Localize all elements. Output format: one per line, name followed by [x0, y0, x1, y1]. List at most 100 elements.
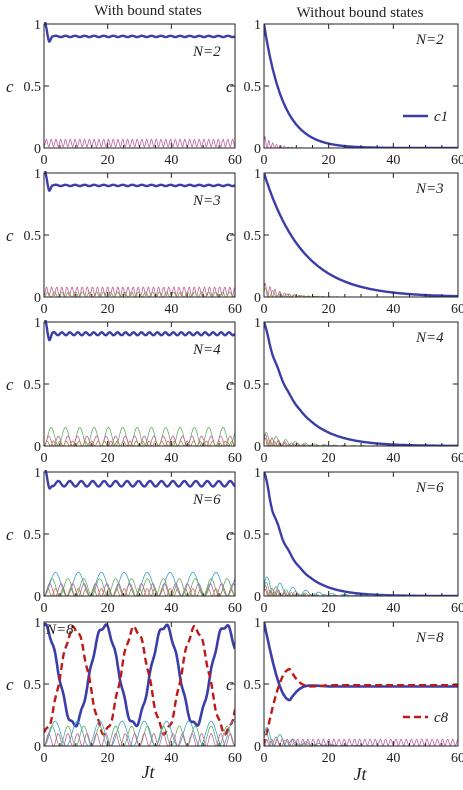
series-c1-line — [44, 622, 235, 728]
panel-frame — [43, 321, 236, 447]
x-tick-label: 0 — [261, 451, 268, 466]
plot-area — [44, 22, 235, 148]
x-tick-label: 0 — [41, 302, 48, 317]
panel-label: N=2 — [415, 32, 444, 48]
series-c8-line — [44, 624, 235, 736]
y-tick-label: 1 — [34, 316, 41, 331]
y-axis-label: c — [6, 675, 14, 694]
y-tick-label: 0 — [254, 740, 261, 755]
x-tick-label: 0 — [261, 601, 268, 616]
x-tick-label: 60 — [228, 751, 242, 766]
y-tick-label: 1 — [254, 466, 261, 481]
y-tick-label: 0 — [254, 142, 261, 157]
y-tick-label: 0 — [34, 440, 41, 455]
x-tick-label: 40 — [164, 601, 178, 616]
panel-frame — [43, 172, 236, 298]
series-other-line — [44, 286, 235, 297]
series-other-line — [264, 738, 458, 746]
y-tick-label: 0 — [254, 440, 261, 455]
panel-label: N=6 — [415, 480, 444, 496]
series-other-line — [44, 435, 235, 446]
x-tick-label: 0 — [261, 153, 268, 168]
y-axis-label: c — [226, 375, 234, 394]
series-c1-line — [44, 320, 235, 342]
panel-without-5: 0 20 40 60 0 0.5 1 c N=8 c8 — [226, 616, 463, 766]
x-tick-label: 60 — [228, 302, 242, 317]
y-axis-label: c — [6, 525, 14, 544]
y-axis-label: c — [6, 77, 14, 96]
y-tick-label: 0 — [34, 142, 41, 157]
x-tick-label: 20 — [101, 302, 115, 317]
x-tick-label: 60 — [451, 601, 463, 616]
column-title-without-bound-states: Without bound states — [297, 5, 424, 21]
panel-label: N=8 — [45, 622, 74, 638]
panel-with-1: 0 20 40 60 0 0.5 1 c N=2 — [6, 18, 242, 168]
y-axis-label: c — [226, 525, 234, 544]
x-tick-label: 40 — [386, 751, 400, 766]
x-tick-label: 20 — [322, 302, 336, 317]
x-tick-label: 20 — [322, 751, 336, 766]
legend-label: c8 — [434, 710, 449, 726]
panel-label: N=4 — [415, 330, 444, 346]
y-tick-label: 1 — [254, 18, 261, 33]
y-tick-label: 0.5 — [24, 378, 42, 393]
panel-without-2: 0 20 40 60 0 0.5 1 c N=3 — [226, 167, 463, 317]
x-tick-label: 0 — [41, 153, 48, 168]
series-c1-line — [44, 171, 235, 192]
series-c1-line — [44, 22, 235, 43]
column-title-with-bound-states: With bound states — [94, 3, 202, 19]
plot-area — [44, 320, 235, 446]
x-axis-label-left: Jt — [142, 762, 156, 782]
panel-label: N=8 — [415, 630, 444, 646]
x-tick-label: 20 — [101, 751, 115, 766]
y-tick-label: 1 — [34, 18, 41, 33]
x-tick-label: 0 — [261, 302, 268, 317]
panel-label: N=2 — [192, 44, 221, 60]
y-tick-label: 0 — [34, 740, 41, 755]
y-tick-label: 1 — [34, 616, 41, 631]
y-tick-label: 1 — [254, 167, 261, 182]
y-tick-label: 0.5 — [24, 80, 42, 95]
panel-without-4: 0 20 40 60 0 0.5 1 c N=6 — [226, 466, 463, 616]
panel-label: N=3 — [415, 181, 444, 197]
y-tick-label: 1 — [254, 316, 261, 331]
series-c8-line — [264, 667, 458, 746]
x-tick-label: 40 — [164, 302, 178, 317]
panel-with-4: 0 20 40 60 0 0.5 1 c N=6 — [6, 466, 242, 616]
x-tick-label: 20 — [101, 601, 115, 616]
series-c1-line — [44, 470, 235, 491]
y-tick-label: 0.5 — [244, 528, 262, 543]
series-other-line — [44, 720, 235, 746]
y-tick-label: 0.5 — [24, 528, 42, 543]
series-other-line — [44, 733, 235, 746]
y-tick-label: 0.5 — [244, 229, 262, 244]
y-axis-label: c — [6, 226, 14, 245]
y-axis-label: c — [226, 77, 234, 96]
y-tick-label: 0 — [34, 590, 41, 605]
y-tick-label: 0.5 — [244, 678, 262, 693]
panel-frame — [43, 471, 236, 597]
panel-with-3: 0 20 40 60 0 0.5 1 c N=4 — [6, 316, 242, 466]
x-tick-label: 40 — [164, 451, 178, 466]
y-tick-label: 0.5 — [244, 80, 262, 95]
panel-label: N=4 — [192, 342, 221, 358]
panel-with-5: 0 20 40 60 0 0.5 1 c N=8 — [6, 616, 242, 766]
legend-label: c1 — [434, 109, 448, 125]
y-axis-label: c — [226, 226, 234, 245]
x-tick-label: 0 — [41, 751, 48, 766]
plot-area — [44, 622, 235, 746]
x-tick-label: 20 — [101, 153, 115, 168]
x-tick-label: 20 — [322, 451, 336, 466]
y-tick-label: 1 — [34, 466, 41, 481]
y-tick-label: 0 — [34, 291, 41, 306]
y-tick-label: 0.5 — [244, 378, 262, 393]
x-tick-label: 40 — [164, 153, 178, 168]
panel-frame — [43, 23, 236, 149]
y-tick-label: 1 — [254, 616, 261, 631]
x-tick-label: 0 — [41, 601, 48, 616]
panel-with-2: 0 20 40 60 0 0.5 1 c N=3 — [6, 167, 242, 317]
x-axis-label-right: Jt — [354, 764, 368, 784]
x-tick-label: 40 — [386, 302, 400, 317]
